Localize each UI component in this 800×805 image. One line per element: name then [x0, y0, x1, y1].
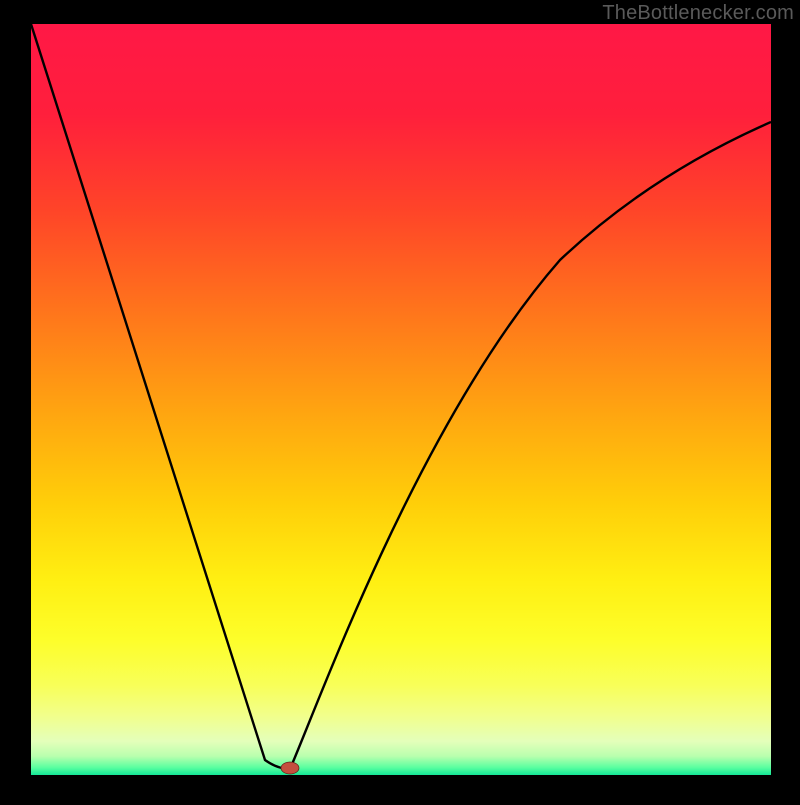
plot-background [31, 24, 771, 775]
watermark-text: TheBottlenecker.com [602, 2, 794, 25]
chart-frame: TheBottlenecker.com [0, 0, 800, 800]
optimal-point-marker [281, 762, 299, 774]
bottleneck-chart [0, 0, 800, 800]
